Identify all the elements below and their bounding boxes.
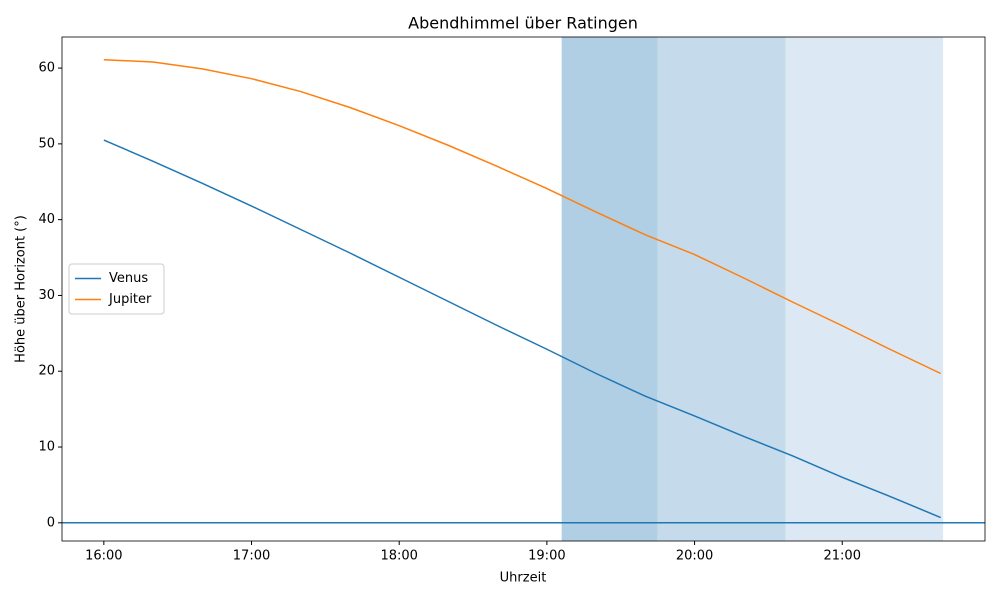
y-tick-label: 50 [38, 136, 55, 151]
data-line [103, 139, 941, 519]
plot-frame [61, 36, 986, 542]
y-tick-label: 30 [38, 288, 55, 303]
legend-label: Venus [109, 271, 148, 286]
x-tick-label: 18:00 [380, 549, 417, 564]
legend-box [68, 263, 165, 315]
x-axis-label: Uhrzeit [500, 571, 547, 586]
legend-label: Jupiter [108, 292, 152, 307]
x-tick-label: 17:00 [233, 549, 270, 564]
y-tick-label: 60 [38, 61, 55, 76]
shaded-span [561, 37, 658, 541]
x-tick-label: 21:00 [824, 549, 861, 564]
y-axis-label: Höhe über Horizont (°) [14, 215, 29, 363]
y-tick-label: 10 [38, 440, 55, 455]
x-tick-label: 20:00 [676, 549, 713, 564]
shaded-span [657, 37, 786, 541]
shaded-span [785, 37, 944, 541]
x-tick-label: 19:00 [528, 549, 565, 564]
legend: Venus Jupiter [68, 263, 165, 315]
x-tick-label: 16:00 [85, 549, 122, 564]
data-line [103, 58, 942, 375]
y-tick-label: 0 [47, 515, 55, 530]
y-tick-label: 40 [38, 212, 55, 227]
y-tick-label: 20 [38, 364, 55, 379]
chart-title: Abendhimmel über Ratingen [408, 14, 638, 33]
